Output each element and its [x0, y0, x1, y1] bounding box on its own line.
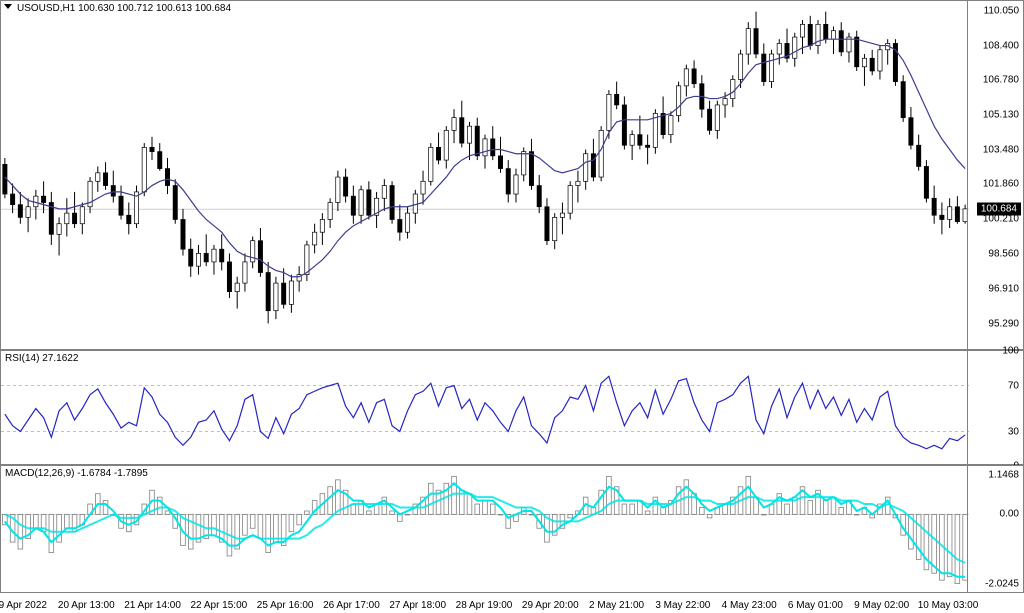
- rsi-plot-area[interactable]: [1, 351, 967, 464]
- x-tick: 3 May 22:00: [655, 600, 710, 611]
- x-tick: 4 May 23:00: [722, 600, 777, 611]
- x-tick: 20 Apr 13:00: [58, 600, 115, 611]
- chevron-down-icon[interactable]: [4, 4, 12, 9]
- macd-svg: [1, 466, 969, 594]
- y-tick: 103.480: [983, 144, 1019, 155]
- macd-label: MACD(12,26,9) -1.6784 -1.7895: [5, 468, 148, 479]
- y-tick: 100: [1002, 346, 1019, 357]
- x-tick: 25 Apr 16:00: [257, 600, 314, 611]
- x-tick: 26 Apr 17:00: [323, 600, 380, 611]
- rsi-panel[interactable]: RSI(14) 27.1622 10070300: [0, 350, 1024, 465]
- y-tick: 1.1468: [988, 469, 1019, 480]
- price-svg: [1, 1, 969, 351]
- price-panel[interactable]: USOUSD,H1 100.630 100.712 100.613 100.68…: [0, 0, 1024, 350]
- x-tick: 22 Apr 15:00: [190, 600, 247, 611]
- rsi-svg: [1, 351, 969, 466]
- x-tick: 28 Apr 19:00: [456, 600, 513, 611]
- x-tick: 6 May 01:00: [788, 600, 843, 611]
- x-tick: 29 Apr 20:00: [522, 600, 579, 611]
- price-plot-area[interactable]: [1, 1, 967, 349]
- x-tick: 19 Apr 2022: [0, 600, 47, 611]
- macd-y-axis: 1.1468 0.00 -2.0245: [967, 466, 1023, 592]
- x-axis: 19 Apr 2022 20 Apr 13:00 21 Apr 14:00 22 Ap…: [0, 593, 1024, 613]
- y-tick: 106.780: [983, 74, 1019, 85]
- x-tick: 21 Apr 14:00: [124, 600, 181, 611]
- price-y-axis: 110.050 108.400 106.780 105.130 103.480 101.8…: [967, 1, 1023, 349]
- symbol-label: USOUSD,H1 100.630 100.712 100.613 100.68…: [17, 3, 231, 14]
- y-tick: 96.910: [988, 284, 1019, 295]
- current-price-badge: 100.684: [977, 203, 1021, 216]
- y-tick: 110.050: [984, 5, 1019, 16]
- macd-panel[interactable]: MACD(12,26,9) -1.6784 -1.7895 1.1468 0.00…: [0, 465, 1024, 593]
- y-tick: 0.00: [1000, 509, 1019, 520]
- trading-chart: USOUSD,H1 100.630 100.712 100.613 100.68…: [0, 0, 1024, 613]
- x-tick: 9 May 02:00: [854, 600, 909, 611]
- x-tick: 10 May 03:00: [918, 600, 979, 611]
- rsi-label: RSI(14) 27.1622: [5, 353, 78, 364]
- rsi-y-axis: 10070300: [967, 351, 1023, 464]
- y-tick: -2.0245: [985, 579, 1019, 590]
- macd-plot-area[interactable]: [1, 466, 967, 592]
- y-tick: 98.560: [988, 249, 1019, 260]
- y-tick: 108.400: [983, 40, 1019, 51]
- y-tick: 105.130: [983, 109, 1019, 120]
- y-tick: 101.860: [983, 179, 1019, 190]
- x-tick: 27 Apr 18:00: [389, 600, 446, 611]
- y-tick: 30: [1008, 426, 1019, 437]
- y-tick: 95.290: [988, 318, 1019, 329]
- y-tick: 70: [1008, 380, 1019, 391]
- x-tick: 2 May 21:00: [589, 600, 644, 611]
